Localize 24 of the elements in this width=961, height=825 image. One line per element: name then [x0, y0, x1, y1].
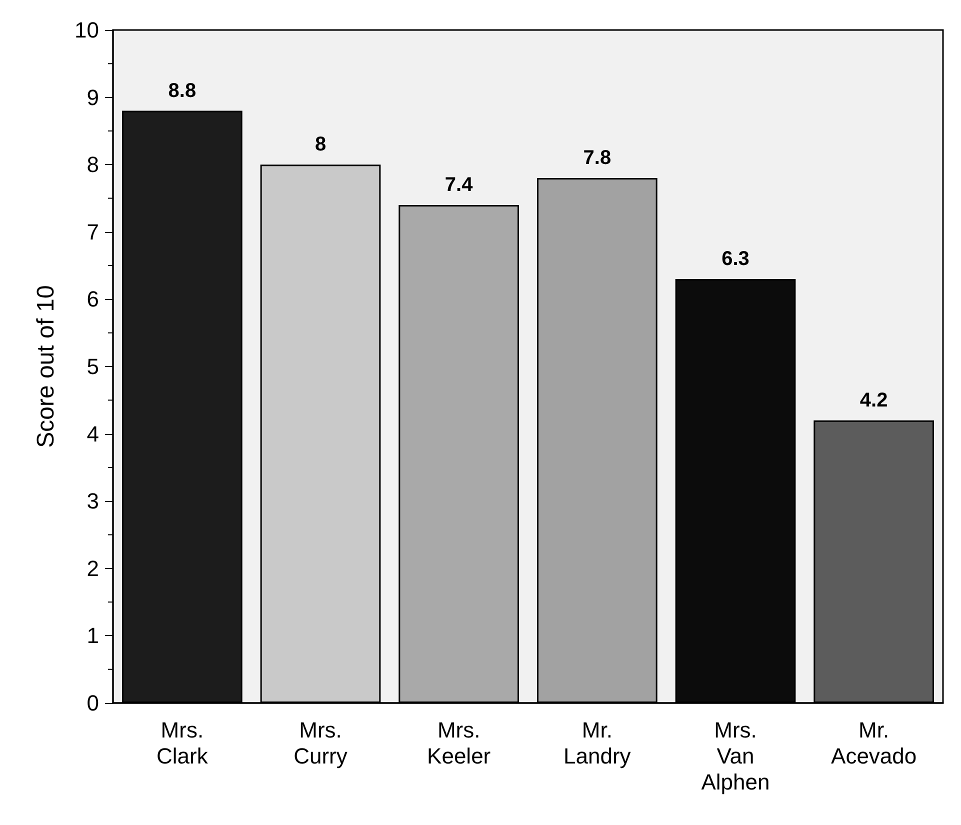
y-tick-label: 9 [86, 84, 99, 110]
data-label: 7.8 [583, 147, 612, 170]
x-tick-label: Mrs. Keeler [427, 718, 491, 768]
y-tick-label: 7 [86, 219, 99, 244]
x-tick-label: Mr. Landry [564, 718, 631, 768]
x-tick-label: Mrs. Clark [156, 718, 209, 768]
y-tick-label: 4 [86, 421, 99, 446]
data-label: 8.8 [168, 80, 196, 102]
y-tick-label: 1 [86, 623, 99, 648]
data-label: 8 [314, 134, 326, 156]
x-tick-label: Mr. Acevado [831, 718, 917, 768]
y-tick-label: 5 [86, 354, 99, 379]
y-tick-label: 2 [86, 556, 99, 581]
data-label: 7.4 [444, 174, 474, 196]
y-tick-label: 3 [86, 488, 99, 514]
y-tick-label: 0 [86, 690, 99, 716]
y-tick-label: 8 [86, 152, 99, 178]
data-label: 6.3 [722, 248, 750, 270]
x-tick-label: Mrs. Curry [294, 718, 348, 768]
y-axis-title: Score out of 10 [32, 285, 60, 448]
data-label: 4.2 [860, 389, 888, 412]
x-tick-label: Mrs. Van Alphen [701, 718, 770, 794]
y-tick-label: 6 [86, 286, 99, 312]
y-tick-label: 10 [74, 18, 99, 42]
